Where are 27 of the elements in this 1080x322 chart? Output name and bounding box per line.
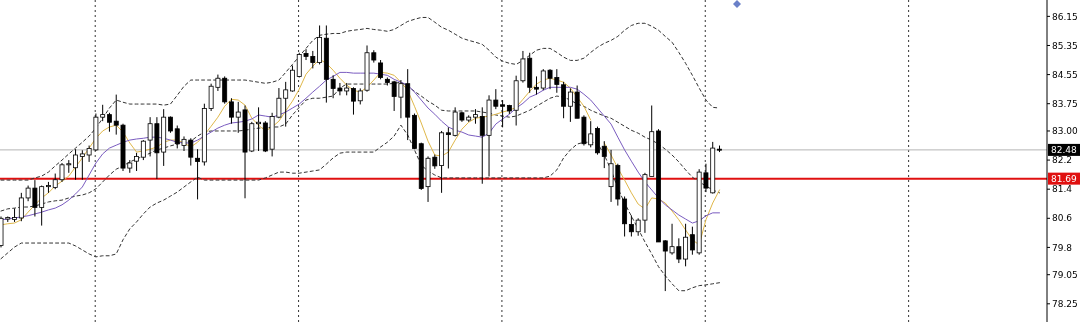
line-series [0, 124, 720, 292]
y-tick-label: 78.25 [1052, 298, 1078, 309]
candlestick [73, 148, 78, 181]
candlestick [256, 106, 262, 152]
y-tick-label: 85.35 [1052, 40, 1078, 51]
candlestick [134, 152, 139, 172]
y-tick-label: 79.05 [1052, 269, 1078, 280]
candlestick [378, 59, 384, 80]
candlestick [351, 86, 356, 116]
y-tick-label: 83.00 [1052, 126, 1079, 137]
candlestick [195, 148, 200, 200]
candlestick [140, 139, 146, 161]
candlestick [290, 64, 295, 93]
y-tick-label: 82.2 [1052, 155, 1073, 166]
y-tick-label: 86.15 [1052, 11, 1078, 22]
y-tick-label: 84.55 [1052, 69, 1078, 80]
y-tick-label: 83.75 [1052, 98, 1078, 109]
candlestick [107, 112, 112, 133]
ref-line-label: 82.48 [1051, 145, 1078, 156]
y-tick-label: 81.4 [1052, 184, 1073, 195]
candlestick [534, 75, 539, 96]
y-tick-label: 79.8 [1052, 242, 1073, 253]
ref-line-label: 81.69 [1051, 173, 1078, 184]
candlestick [601, 140, 607, 169]
candlestick [229, 97, 234, 125]
line-series [0, 16, 720, 181]
y-tick-label: 80.6 [1052, 213, 1073, 224]
